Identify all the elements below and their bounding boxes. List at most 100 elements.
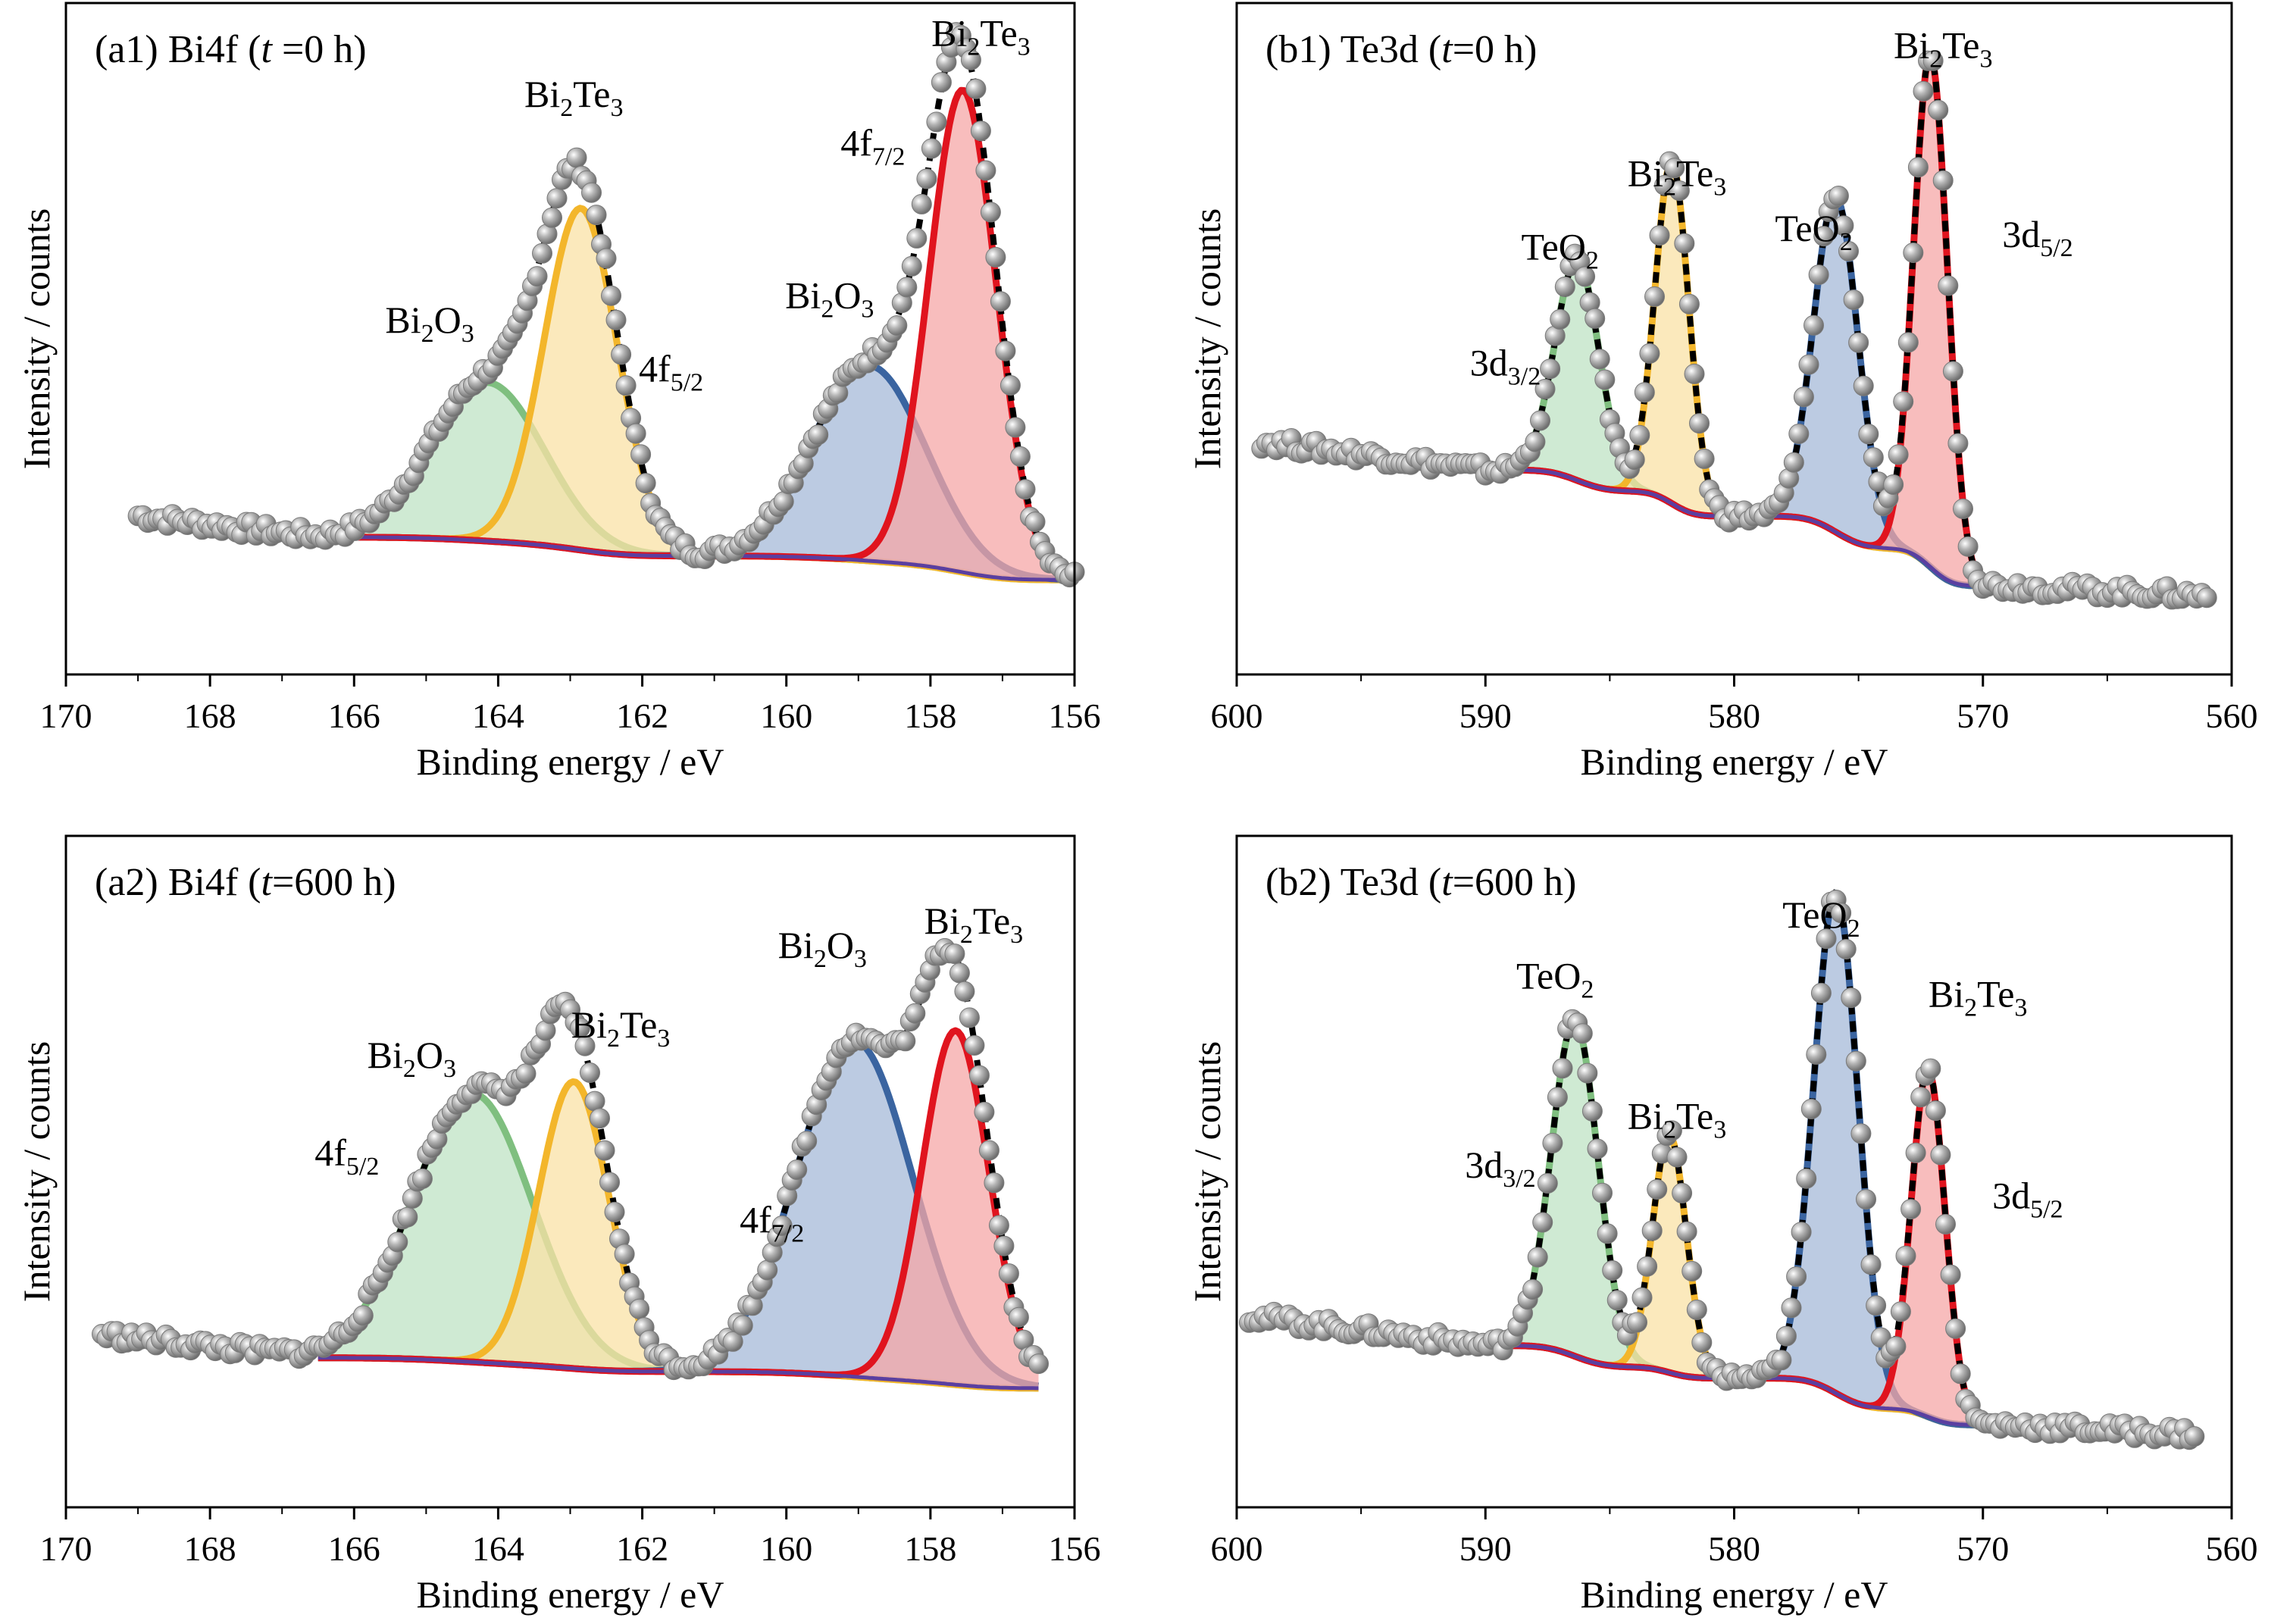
raw-data-point <box>1000 375 1021 396</box>
raw-data-point <box>1835 939 1857 959</box>
raw-data-point <box>722 1331 743 1352</box>
raw-data-point <box>1942 361 1963 382</box>
x-tick-label: 170 <box>40 696 92 735</box>
raw-data-point <box>1922 50 1944 71</box>
raw-data-point <box>771 1215 793 1236</box>
raw-data-point <box>1890 1301 1911 1322</box>
raw-data-point <box>1602 1260 1623 1281</box>
raw-data-point <box>1666 1147 1688 1168</box>
raw-data-point <box>1810 982 1832 1003</box>
raw-data-point <box>1678 293 1700 314</box>
y-axis-label: Intensity / counts <box>1186 208 1228 469</box>
raw-data-point <box>980 202 1001 223</box>
raw-data-point <box>1804 314 1824 336</box>
raw-data-point <box>1008 1306 1029 1328</box>
raw-data-point <box>1843 289 1864 311</box>
peak-fill <box>1485 55 2008 587</box>
raw-data-point <box>1775 1325 1797 1347</box>
peak-annotation: Bi2Te3 <box>1628 1095 1727 1144</box>
raw-data-point <box>1895 1245 1916 1266</box>
raw-data-point <box>586 205 607 226</box>
raw-data-point <box>985 246 1006 268</box>
raw-data-point <box>1532 1212 1553 1233</box>
raw-data-point <box>1781 1297 1802 1319</box>
raw-data-point <box>1893 391 1914 412</box>
x-tick-label: 168 <box>184 1529 236 1568</box>
x-tick-label: 560 <box>2206 696 2258 735</box>
raw-data-point <box>1838 241 1859 261</box>
raw-data-point <box>1589 349 1610 370</box>
raw-data-point <box>1592 1182 1613 1203</box>
peak-annotation: Bi2Te3 <box>931 11 1031 61</box>
raw-data-point <box>970 120 991 142</box>
raw-data-point <box>978 1140 1000 1161</box>
raw-data-point <box>1928 99 1949 120</box>
peak-fill <box>1485 1069 2008 1425</box>
raw-data-point <box>1853 375 1874 396</box>
x-tick-label: 580 <box>1708 696 1760 735</box>
raw-data-point <box>1537 1172 1558 1194</box>
raw-data-point <box>1848 332 1869 353</box>
raw-data-point <box>1554 276 1575 297</box>
x-tick-label: 160 <box>760 696 812 735</box>
plot-frame <box>1235 834 2233 1509</box>
raw-data-point <box>1587 1138 1608 1159</box>
raw-data-point <box>1808 264 1829 286</box>
raw-data-point <box>964 1035 985 1056</box>
raw-data-point <box>1798 354 1819 375</box>
raw-data-point <box>1542 1132 1563 1153</box>
raw-data-point <box>1947 433 1969 454</box>
peak-annotation: Bi2Te3 <box>1929 973 2028 1022</box>
y-axis-label: Intensity / counts <box>15 208 58 469</box>
x-tick-label: 156 <box>1049 1529 1101 1568</box>
raw-data-point <box>1845 1050 1866 1072</box>
raw-data-point <box>1641 1220 1663 1241</box>
peak-annotation: Bi2O3 <box>785 274 874 324</box>
raw-data-point <box>993 1235 1015 1256</box>
raw-data-point <box>1572 1023 1593 1044</box>
raw-data-point <box>998 1263 1019 1284</box>
raw-data-point <box>1907 157 1929 178</box>
y-axis-label: Intensity / counts <box>15 1041 58 1302</box>
peak-annotation: 3d3/2 <box>1465 1144 1535 1193</box>
raw-data-point <box>599 1172 620 1193</box>
chart-panel: 600 590 580 570 560 Binding energy / eV Intens… <box>1186 834 2258 1616</box>
x-axis-label: Binding energy / eV <box>417 740 724 783</box>
raw-data-point <box>916 168 937 189</box>
raw-data-point <box>605 309 627 330</box>
peak-annotation: 4f7/2 <box>840 121 905 171</box>
raw-data-point <box>614 1244 635 1265</box>
raw-data-point <box>1860 1254 1882 1275</box>
raw-data-point <box>1831 903 1852 924</box>
raw-data-point <box>1631 1287 1653 1308</box>
raw-data-point <box>635 473 656 494</box>
raw-data-point <box>515 1063 537 1084</box>
raw-data-point <box>965 78 987 99</box>
raw-data-point <box>2196 587 2217 609</box>
raw-data-point <box>574 1035 596 1056</box>
x-tick-label: 158 <box>904 696 956 735</box>
raw-data-point <box>901 255 922 277</box>
peak-annotation: Bi2O3 <box>385 299 474 348</box>
raw-data-point <box>387 1231 408 1253</box>
raw-data-point <box>1624 449 1645 471</box>
raw-data-point <box>532 243 552 264</box>
raw-data-point <box>397 1206 418 1228</box>
chart-panel: 600 590 580 570 560 Binding energy / eV Intens… <box>1186 2 2258 783</box>
peak-annotation: Bi2Te3 <box>524 73 624 122</box>
peak-annotation: 3d5/2 <box>2002 213 2073 262</box>
x-tick-label: 164 <box>472 696 524 735</box>
raw-data-point <box>1552 1058 1573 1079</box>
raw-data-point <box>596 248 617 269</box>
raw-data-point <box>1828 186 1849 206</box>
raw-data-point <box>1684 363 1705 384</box>
raw-data-point <box>1676 1221 1697 1242</box>
raw-data-point <box>1644 286 1665 307</box>
peak-annotation: TeO2 <box>1775 207 1852 256</box>
peak-annotation: 3d5/2 <box>1992 1174 2063 1223</box>
x-tick-label: 600 <box>1211 1529 1263 1568</box>
raw-data-point <box>1796 1168 1817 1189</box>
raw-data-point <box>1649 225 1670 246</box>
peak-annotation: Bi2Te3 <box>924 900 1024 949</box>
raw-data-point <box>796 1131 818 1152</box>
